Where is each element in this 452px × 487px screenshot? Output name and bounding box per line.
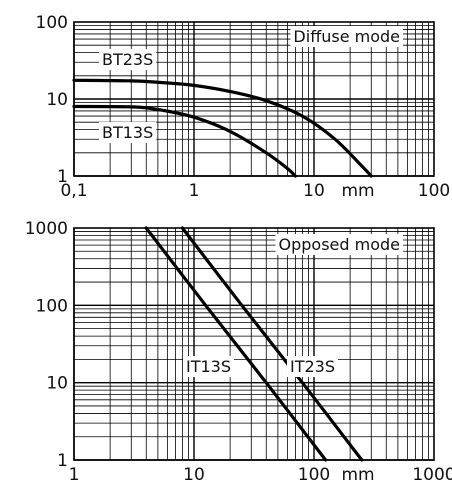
series-line-it23s — [180, 226, 364, 462]
series-line-it13s — [144, 226, 328, 462]
series-label-bt23s: BT23S — [102, 50, 153, 69]
series-label-background — [287, 356, 339, 377]
diffuse-mode-panel: Diffuse mode BT23S BT13S 1 10 100 0,1 1 … — [36, 13, 451, 201]
mode-annotation: Opposed mode — [279, 235, 401, 254]
opposed-mode-panel: Opposed mode IT13S IT23S 1 10 100 1000 1… — [25, 219, 452, 485]
x-tick-label: 10 — [303, 181, 325, 201]
x-tick-label: 10 — [183, 465, 205, 485]
y-tick-label: 1000 — [25, 219, 68, 239]
y-tick-label: 1 — [57, 167, 68, 187]
series-label-it13s: IT13S — [186, 357, 231, 376]
mode-annotation: Diffuse mode — [293, 27, 400, 46]
grid — [73, 21, 435, 177]
curves — [144, 226, 364, 462]
series-line-bt13s — [72, 104, 297, 178]
y-tick-label: 10 — [46, 374, 68, 394]
grid — [73, 227, 435, 461]
series-label-background — [99, 49, 157, 70]
x-tick-label: 1 — [69, 465, 80, 485]
series-label-bt13s: BT13S — [102, 123, 153, 142]
series-label-it23s: IT23S — [290, 357, 335, 376]
labels: Diffuse mode BT23S BT13S — [99, 26, 403, 143]
labels: Opposed mode IT13S IT23S — [183, 234, 403, 377]
x-tick-label: 100 — [298, 465, 330, 485]
x-unit-label: mm — [341, 465, 374, 485]
x-tick-label: 1000 — [412, 465, 452, 485]
plot-frame — [73, 21, 435, 177]
y-tick-label: 100 — [36, 296, 68, 316]
y-tick-label: 1 — [57, 451, 68, 471]
x-tick-label: 100 — [418, 181, 450, 201]
series-label-background — [183, 356, 235, 377]
x-tick-labels: 1 10 100 1000 — [69, 465, 452, 485]
x-tick-labels: 0,1 1 10 100 — [60, 181, 450, 201]
annotation-background — [275, 234, 403, 255]
y-tick-labels: 1 10 100 — [36, 13, 68, 187]
series-label-background — [99, 122, 157, 143]
series-line-bt23s — [72, 78, 373, 178]
x-tick-label: 0,1 — [60, 181, 87, 201]
x-tick-label: 1 — [189, 181, 200, 201]
y-tick-label: 10 — [46, 90, 68, 110]
y-tick-labels: 1 10 100 1000 — [25, 219, 68, 471]
plot-frame — [73, 227, 435, 461]
annotation-background — [290, 26, 403, 47]
curves — [72, 78, 373, 178]
y-tick-label: 100 — [36, 13, 68, 33]
x-unit-label: mm — [341, 181, 374, 201]
